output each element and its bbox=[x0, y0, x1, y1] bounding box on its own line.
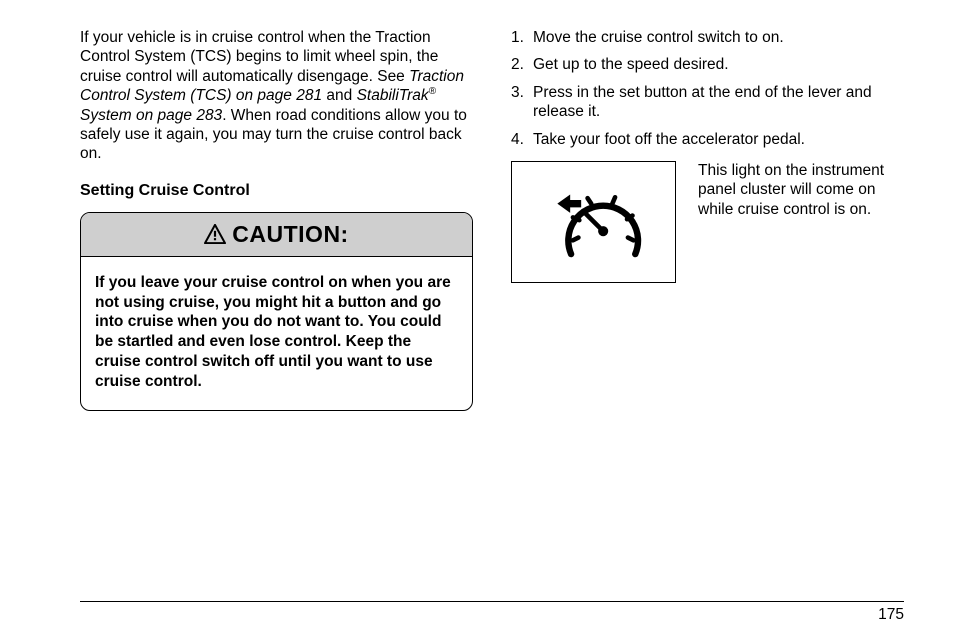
left-column: If your vehicle is in cruise control whe… bbox=[80, 28, 473, 411]
indicator-description: This light on the instrument panel clust… bbox=[698, 161, 904, 219]
caution-header: CAUTION: bbox=[81, 213, 472, 257]
speedometer-icon bbox=[519, 167, 669, 277]
page-number: 175 bbox=[878, 606, 904, 624]
step-item: Press in the set button at the end of th… bbox=[511, 83, 904, 122]
intro-paragraph: If your vehicle is in cruise control whe… bbox=[80, 28, 473, 164]
caution-body-text: If you leave your cruise control on when… bbox=[81, 257, 472, 410]
step-item: Take your foot off the accelerator pedal… bbox=[511, 130, 904, 149]
page: If your vehicle is in cruise control whe… bbox=[0, 0, 954, 636]
two-column-layout: If your vehicle is in cruise control whe… bbox=[80, 28, 904, 411]
steps-list: Move the cruise control switch to on. Get… bbox=[511, 28, 904, 149]
step-item: Move the cruise control switch to on. bbox=[511, 28, 904, 47]
indicator-row: This light on the instrument panel clust… bbox=[511, 161, 904, 283]
warning-triangle-icon bbox=[204, 224, 226, 244]
right-column: Move the cruise control switch to on. Get… bbox=[511, 28, 904, 411]
caution-label: CAUTION: bbox=[232, 221, 348, 248]
caution-box: CAUTION: If you leave your cruise contro… bbox=[80, 212, 473, 411]
subheading-setting-cruise: Setting Cruise Control bbox=[80, 182, 473, 200]
footer-rule bbox=[80, 601, 904, 602]
cruise-indicator-illustration bbox=[511, 161, 676, 283]
step-item: Get up to the speed desired. bbox=[511, 55, 904, 74]
